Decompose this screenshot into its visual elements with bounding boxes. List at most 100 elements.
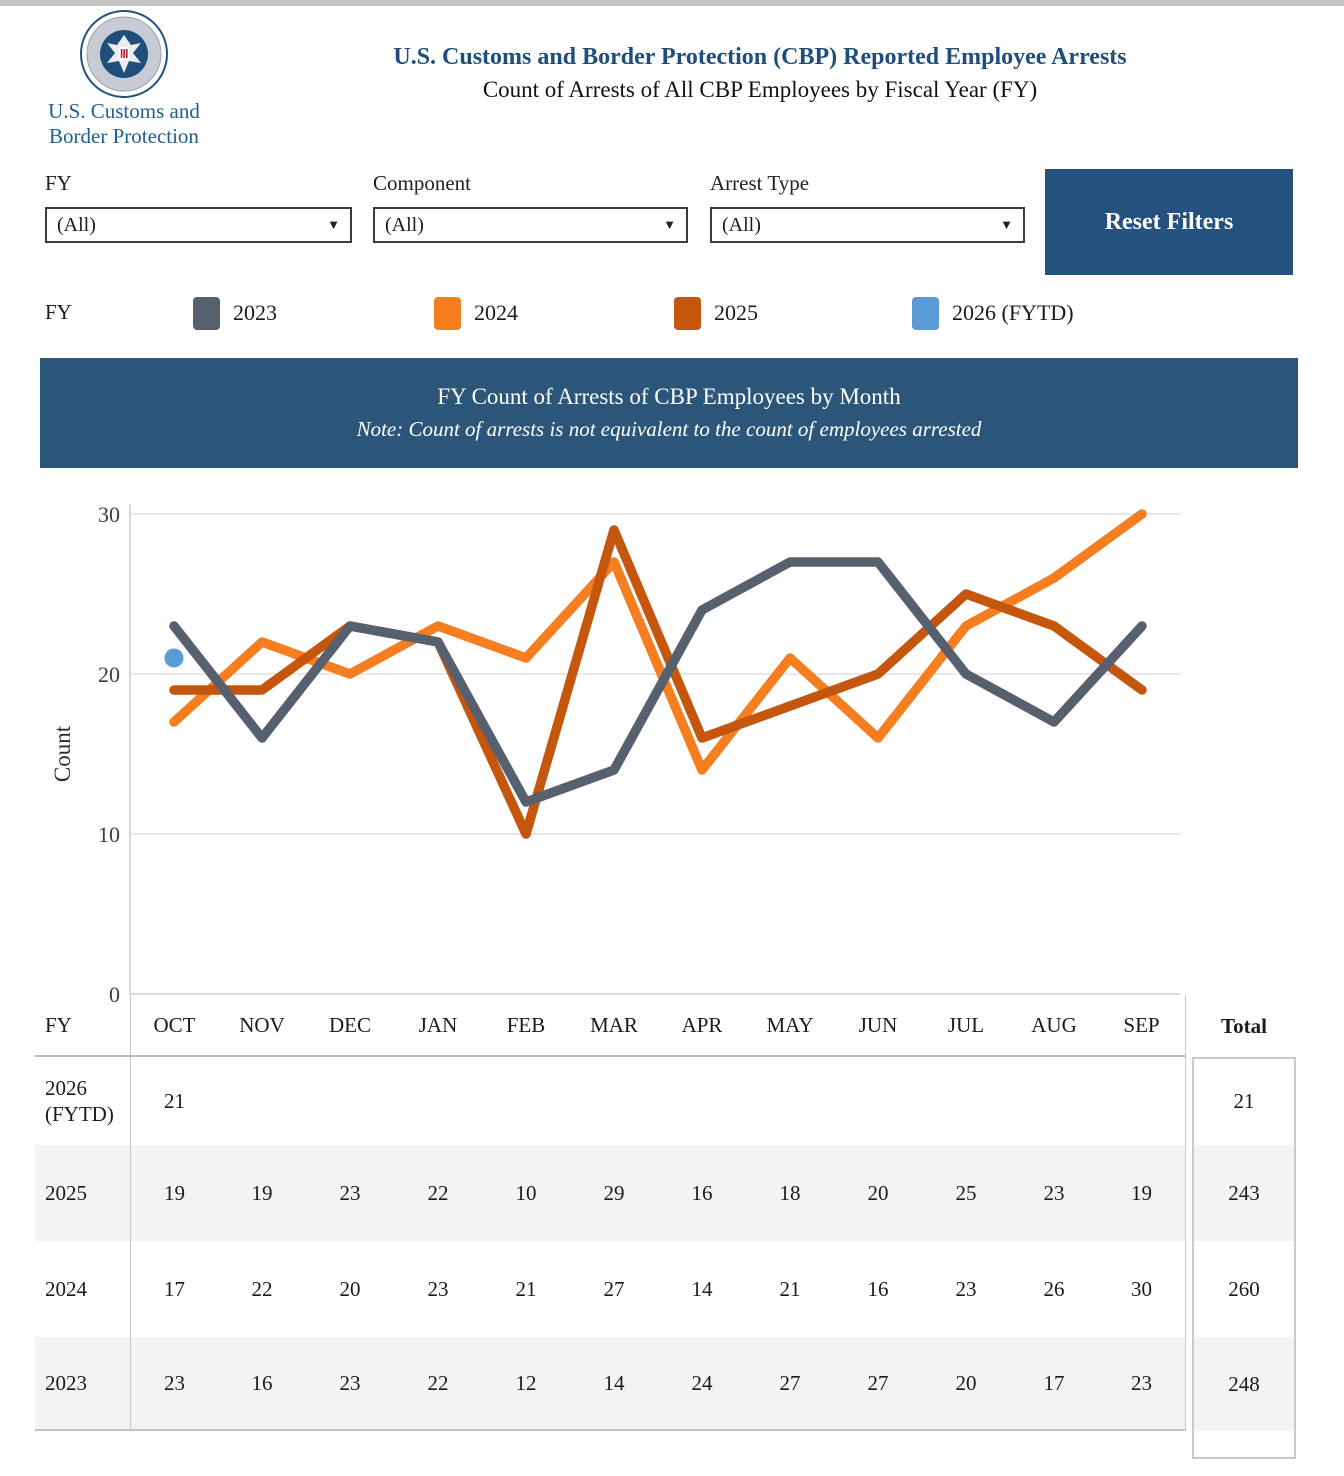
chart-banner: FY Count of Arrests of CBP Employees by …	[40, 358, 1298, 468]
table-row-label-2026FYTD: 2026 (FYTD)	[45, 1075, 114, 1126]
table-cell-2024-aug: 26	[1043, 1276, 1065, 1301]
table-header-month-oct: OCT	[130, 995, 218, 1057]
table-cell-2026-mar	[570, 1057, 658, 1145]
legend-swatch-2026	[912, 296, 939, 330]
table-cell-2026-jul	[922, 1057, 1010, 1145]
table-cell-2026-nov	[218, 1057, 306, 1145]
component-filter-value: (All)	[385, 213, 424, 236]
table-cell-2025-oct: 19	[130, 1145, 218, 1241]
table-cell-2026-jan	[394, 1057, 482, 1145]
page-subtitle: Count of Arrests of All CBP Employees by…	[482, 77, 1038, 102]
table-cell-2023-apr: 24	[658, 1337, 746, 1431]
legend-label-2025: 2025	[714, 300, 758, 325]
table-cell-2026-oct: 21	[130, 1057, 218, 1145]
legend-item-2026: 2026 (FYTD)	[912, 295, 1074, 331]
y-tick-20: 20	[98, 662, 120, 687]
page-title: U.S. Customs and Border Protection (CBP)…	[393, 44, 1127, 70]
table-cell-2025-sep: 19	[1098, 1145, 1186, 1241]
legend-item-2023: 2023	[193, 295, 277, 331]
table-cell-2024-apr: 14	[691, 1276, 713, 1301]
table-header-month-jul: JUL	[922, 995, 1010, 1057]
title-block: U.S. Customs and Border Protection (CBP)…	[180, 44, 1340, 103]
table-cell-2023-mar: 14	[570, 1337, 658, 1431]
table-cell-2023-may: 27	[746, 1337, 834, 1431]
agency-name: U.S. Customs and Border Protection	[33, 99, 215, 149]
table-total-2025: 243	[1194, 1145, 1294, 1241]
series-line-2023	[169, 557, 1147, 807]
legend-label-2024: 2024	[474, 300, 518, 325]
table-header-month-nov: NOV	[218, 995, 306, 1057]
component-filter-label: Component	[373, 171, 471, 195]
table-header-month-aug: AUG	[1010, 995, 1098, 1057]
agency-name-line1: U.S. Customs and	[48, 99, 200, 123]
y-tick-0: 0	[109, 982, 120, 1005]
table-cell-2026-may	[746, 1057, 834, 1145]
table-cell-2024-may: 21	[779, 1276, 801, 1301]
table-row-label-2024: 2024	[45, 1276, 87, 1301]
fy-month-table: FY OCT NOV DEC JAN FEB MAR APR MAY JUN JUL AUG SEP To…	[35, 995, 1294, 1431]
legend-item-2025: 2025	[674, 295, 758, 331]
table-cell-2025-mar: 29	[570, 1145, 658, 1241]
arrest-type-filter-label: Arrest Type	[710, 171, 810, 195]
fy-filter-dropdown[interactable]: (All) ▼	[45, 207, 352, 243]
table-row-spacer	[1186, 1057, 1194, 1145]
table-header-month-feb: FEB	[482, 995, 570, 1057]
legend-title: FY	[45, 300, 72, 324]
agency-name-line2: Border Protection	[49, 123, 199, 148]
table-cell-2023-aug: 17	[1010, 1337, 1098, 1431]
table-cell-2025-feb: 10	[482, 1145, 570, 1241]
total-column-box	[1192, 1057, 1296, 1459]
chevron-down-icon: ▼	[327, 217, 340, 232]
table-header-month-mar: MAR	[570, 995, 658, 1057]
table-cell-2026-aug	[1010, 1057, 1098, 1145]
table-cell-2025-jul: 25	[922, 1145, 1010, 1241]
y-tick-30: 30	[98, 502, 120, 527]
table-cell-2026-dec	[306, 1057, 394, 1145]
table-cell-2024-jun: 16	[867, 1276, 889, 1301]
chevron-down-icon: ▼	[663, 217, 676, 232]
table-cell-2023-feb: 12	[482, 1337, 570, 1431]
legend-item-2024: 2024	[434, 295, 518, 331]
chevron-down-icon: ▼	[1000, 217, 1013, 232]
table-cell-2026-feb	[482, 1057, 570, 1145]
legend-swatch-2025	[674, 296, 701, 330]
table-total-2023: 248	[1194, 1337, 1294, 1431]
table-cell-2024-mar: 27	[603, 1276, 625, 1301]
table-row-spacer	[1186, 1337, 1194, 1431]
line-chart: 0 10 20 30 Count	[50, 502, 1180, 1005]
table-cell-2023-dec: 23	[306, 1337, 394, 1431]
cbp-seal-logo	[80, 10, 168, 98]
table-cell-2024-jul: 23	[955, 1276, 977, 1301]
table-cell-2026-apr	[658, 1057, 746, 1145]
table-header-total: Total	[1221, 1013, 1267, 1038]
table-cell-2026-sep	[1098, 1057, 1186, 1145]
table-cell-2023-oct: 23	[130, 1337, 218, 1431]
series-line-2024	[169, 509, 1147, 775]
table-header-month-jan: JAN	[394, 995, 482, 1057]
table-cell-2025-aug: 23	[1010, 1145, 1098, 1241]
legend-label-2026: 2026 (FYTD)	[952, 300, 1074, 325]
table-header-month-apr: APR	[658, 995, 746, 1057]
y-axis-label: Count	[50, 725, 75, 782]
top-divider	[0, 0, 1344, 6]
table-row-spacer	[1186, 1145, 1194, 1241]
table-cell-2024-feb: 21	[515, 1276, 537, 1301]
table-cell-2025-jan: 22	[394, 1145, 482, 1241]
series-point-2026 (FYTD)	[164, 648, 184, 668]
table-row-label-2025: 2025	[35, 1145, 130, 1241]
component-filter-dropdown[interactable]: (All) ▼	[373, 207, 688, 243]
table-header-month-jun: JUN	[834, 995, 922, 1057]
table-cell-2025-nov: 19	[218, 1145, 306, 1241]
table-row-spacer	[1186, 1241, 1194, 1337]
table-total-2024: 260	[1228, 1276, 1260, 1301]
table-cell-2025-apr: 16	[658, 1145, 746, 1241]
table-total-2026: 21	[1233, 1088, 1255, 1113]
table-cell-2025-may: 18	[746, 1145, 834, 1241]
table-cell-2025-dec: 23	[306, 1145, 394, 1241]
reset-filters-button[interactable]: Reset Filters	[1045, 169, 1293, 275]
table-cell-2023-jan: 22	[394, 1337, 482, 1431]
legend-label-2023: 2023	[233, 300, 277, 325]
arrest-type-filter-dropdown[interactable]: (All) ▼	[710, 207, 1025, 243]
table-cell-2024-nov: 22	[251, 1276, 273, 1301]
